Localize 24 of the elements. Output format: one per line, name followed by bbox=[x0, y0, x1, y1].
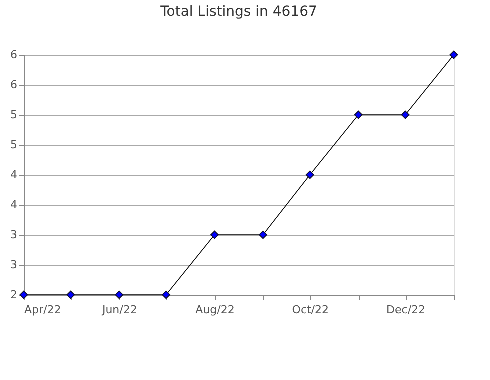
point bbox=[162, 290, 170, 300]
chart-title: Total Listings in 46167 bbox=[160, 4, 318, 20]
x-tick-label: Jun/22 bbox=[101, 304, 138, 316]
point bbox=[210, 230, 219, 240]
point bbox=[66, 290, 76, 300]
y-tick-label: 2 bbox=[10, 288, 18, 302]
x-tick-label: Aug/22 bbox=[196, 304, 235, 316]
point bbox=[354, 110, 363, 120]
x-tick-label: Apr/22 bbox=[24, 304, 62, 316]
y-tick-label: 3 bbox=[10, 228, 18, 242]
y-tick-label: 3 bbox=[10, 258, 18, 272]
y-tick-label: 4 bbox=[10, 168, 18, 182]
point bbox=[306, 170, 314, 180]
y-tick-label: 5 bbox=[10, 138, 18, 152]
y-tick-label: 4 bbox=[10, 198, 18, 212]
point bbox=[115, 290, 124, 300]
y-tick-label: 5 bbox=[10, 108, 18, 122]
point bbox=[450, 50, 458, 60]
point bbox=[259, 230, 268, 240]
point bbox=[401, 110, 410, 120]
x-tick-label: Oct/22 bbox=[292, 304, 330, 316]
y-tick-label: 6 bbox=[10, 78, 18, 92]
y-tick-label: 6 bbox=[10, 48, 18, 62]
x-tick-label: Dec/22 bbox=[386, 304, 426, 316]
